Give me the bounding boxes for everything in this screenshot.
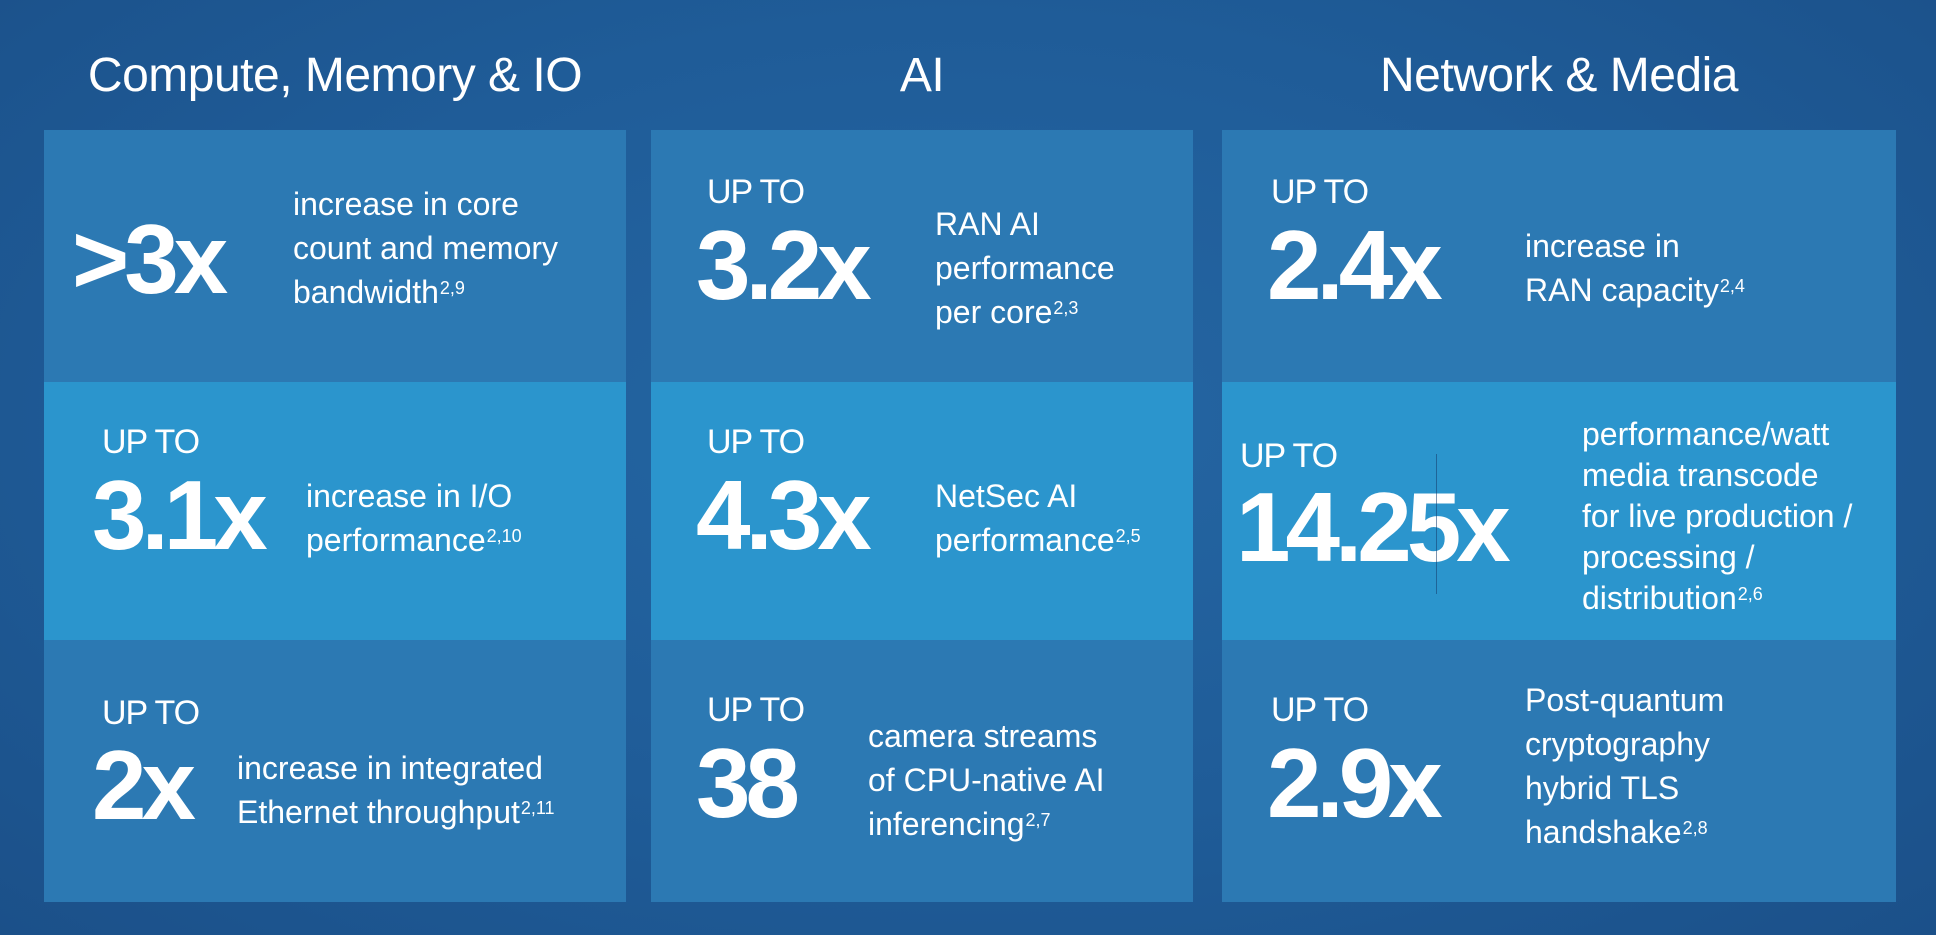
stat-description: RAN AI performance per core2,3 <box>935 206 1115 330</box>
stat-tile-media-transcode: UP TO 14.25x performance/watt media tran… <box>1222 382 1896 640</box>
footnote-ref: 2,5 <box>1115 526 1141 546</box>
stat-value: 3.2x <box>696 210 872 320</box>
column-heading-ai: AI <box>899 49 945 102</box>
stat-value: 3.1x <box>92 460 268 570</box>
upto-label: UP TO <box>102 423 200 461</box>
column-heading-network-media: Network & Media <box>1380 49 1738 102</box>
stat-value: 4.3x <box>696 460 872 570</box>
stat-tile-netsec-ai: UP TO 4.3x NetSec AI performance2,5 <box>651 382 1193 640</box>
footnote-ref: 2,11 <box>520 798 555 818</box>
upto-label: UP TO <box>1240 437 1338 475</box>
stat-description: increase in I/O performance2,10 <box>306 478 522 558</box>
footnote-ref: 2,8 <box>1682 818 1708 838</box>
stat-value: 2x <box>92 730 196 840</box>
upto-label: UP TO <box>102 694 200 732</box>
stat-value: >3x <box>72 204 228 314</box>
stat-value: 14.25x <box>1236 472 1511 582</box>
stat-description: NetSec AI performance2,5 <box>935 478 1141 558</box>
footnote-ref: 2,10 <box>486 526 522 546</box>
stat-tile-core-memory: >3x increase in core count and memory ba… <box>44 130 626 382</box>
stat-description: increase in core count and memory bandwi… <box>293 186 559 310</box>
stat-tile-camera-streams: UP TO 38 camera streams of CPU-native AI… <box>651 640 1193 902</box>
footnote-ref: 2,7 <box>1025 810 1051 830</box>
stat-tile-ran-ai: UP TO 3.2x RAN AI performance per core2,… <box>651 130 1193 382</box>
footnote-ref: 2,4 <box>1719 276 1745 296</box>
upto-label: UP TO <box>1271 173 1369 211</box>
upto-label: UP TO <box>707 423 805 461</box>
footnote-ref: 2,9 <box>439 278 465 298</box>
stat-tile-ethernet: UP TO 2x increase in integrated Ethernet… <box>44 640 626 902</box>
footnote-ref: 2,3 <box>1053 298 1079 318</box>
stat-tile-post-quantum: UP TO 2.9x Post-quantum cryptography hyb… <box>1222 640 1896 902</box>
column-heading-compute: Compute, Memory & IO <box>87 49 583 102</box>
stat-tile-ran-capacity: UP TO 2.4x increase in RAN capacity2,4 <box>1222 130 1896 382</box>
divider-line <box>1436 454 1437 594</box>
footnote-ref: 2,6 <box>1737 584 1763 604</box>
stat-description: Post-quantum cryptography hybrid TLS han… <box>1525 682 1725 850</box>
stat-description: performance/watt media transcode for liv… <box>1582 416 1853 616</box>
stat-value: 38 <box>696 728 800 838</box>
stat-description: camera streams of CPU-native AI inferenc… <box>868 718 1105 842</box>
stat-value: 2.9x <box>1267 728 1443 838</box>
upto-label: UP TO <box>707 173 805 211</box>
stat-description: increase in integrated Ethernet throughp… <box>237 750 555 830</box>
stat-value: 2.4x <box>1267 210 1443 320</box>
stat-description: increase in RAN capacity2,4 <box>1525 228 1745 308</box>
upto-label: UP TO <box>1271 691 1369 729</box>
upto-label: UP TO <box>707 691 805 729</box>
stat-tile-io-performance: UP TO 3.1x increase in I/O performance2,… <box>44 382 626 640</box>
